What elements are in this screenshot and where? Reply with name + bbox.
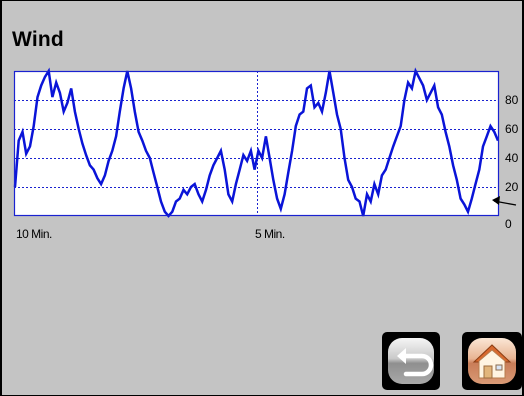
home-button[interactable] xyxy=(462,332,522,390)
home-icon xyxy=(472,344,512,379)
plot-frame xyxy=(13,70,500,217)
series-line-wind xyxy=(13,67,500,218)
screen-border-right xyxy=(522,0,524,396)
y-tick-label-40: 40 xyxy=(505,151,519,165)
screen-border-top xyxy=(0,0,524,1)
y-tick-label-60: 60 xyxy=(505,122,519,136)
y-tick-label-20: 20 xyxy=(505,180,519,194)
y-tick-label-80: 80 xyxy=(505,93,519,107)
y-tick-label-0: 0 xyxy=(505,217,512,231)
x-tick-label-5-min: 5 Min. xyxy=(255,227,285,241)
page-title: Wind xyxy=(12,28,64,51)
x-tick-label-10-min: 10 Min. xyxy=(16,227,52,241)
plot-area xyxy=(14,71,499,216)
back-button[interactable] xyxy=(382,332,440,390)
back-button-face xyxy=(388,338,434,384)
back-arrow-icon xyxy=(397,348,434,377)
value-pointer-arrowhead xyxy=(492,196,500,205)
screen-border-left xyxy=(0,0,2,396)
